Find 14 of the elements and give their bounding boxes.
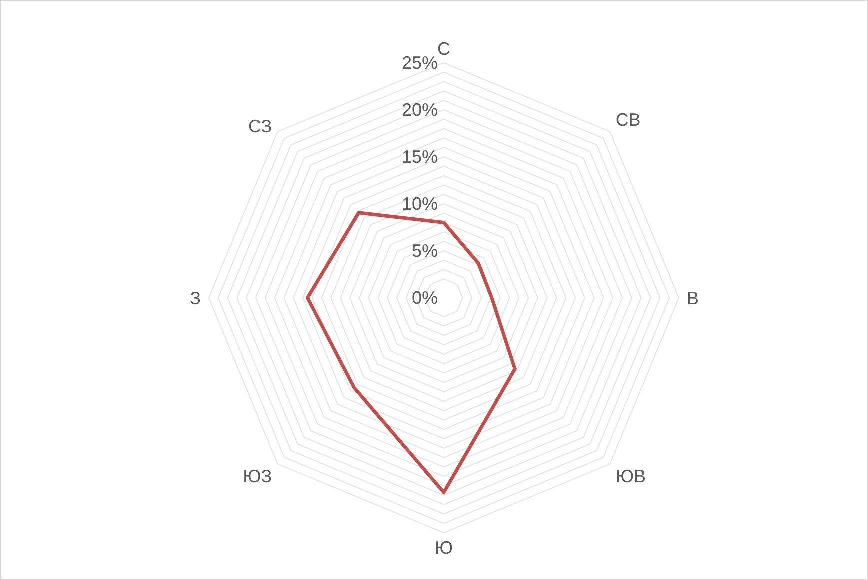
y-tick-label: 25% bbox=[402, 53, 438, 73]
spoke-label: З bbox=[190, 288, 201, 308]
y-tick-label: 15% bbox=[402, 147, 438, 167]
spoke-label: Ю bbox=[434, 538, 454, 558]
spoke-label: СВ bbox=[616, 110, 641, 130]
y-tick-label: 10% bbox=[402, 194, 438, 214]
spoke-label: С bbox=[438, 39, 450, 59]
spoke-label: В bbox=[687, 288, 700, 308]
spoke-label: СЗ bbox=[248, 116, 272, 137]
y-tick-label: 0% bbox=[412, 288, 438, 308]
y-tick-label: 20% bbox=[402, 100, 438, 120]
y-tick-label: 5% bbox=[412, 241, 438, 261]
spoke-label: ЮВ bbox=[616, 466, 646, 487]
spoke-label: ЮЗ bbox=[243, 466, 272, 487]
